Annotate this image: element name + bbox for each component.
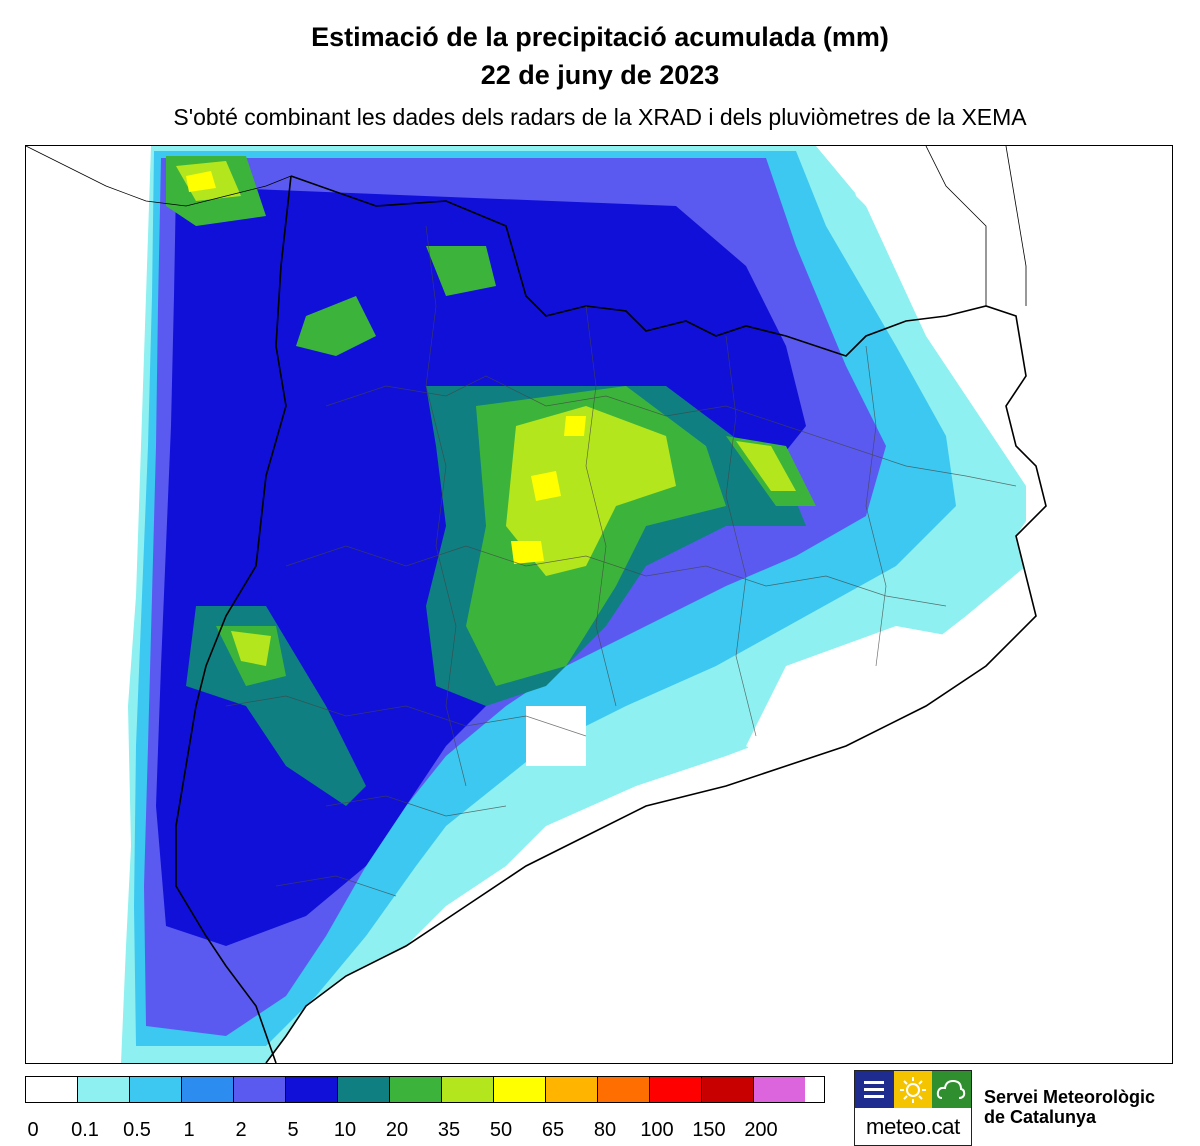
legend-swatch — [78, 1077, 130, 1102]
map-subtitle: S'obté combinant les dades dels radars d… — [173, 104, 1027, 130]
legend-label: 65 — [541, 1119, 565, 1141]
outer-borders — [26, 146, 1027, 306]
legend-swatch — [754, 1077, 805, 1102]
legend-label: 50 — [489, 1119, 513, 1141]
legend-swatch — [650, 1077, 702, 1102]
logo-brand: meteo.cat — [866, 1114, 960, 1139]
legend-swatch — [494, 1077, 546, 1102]
comarca-borders — [225, 225, 1017, 897]
legend-swatch — [338, 1077, 390, 1102]
legend-swatch — [390, 1077, 442, 1102]
legend-swatch — [286, 1077, 338, 1102]
legend-swatch — [26, 1077, 78, 1102]
legend-swatch — [234, 1077, 286, 1102]
precipitation-field — [26, 146, 1171, 1063]
lines-icon — [855, 1071, 894, 1108]
legend-label: 80 — [593, 1119, 617, 1141]
legend-label: 10 — [333, 1119, 357, 1141]
legend-swatch — [546, 1077, 598, 1102]
sea-mask — [266, 476, 1172, 1063]
map-date: 22 de juny de 2023 — [480, 60, 720, 90]
legend-label: 1 — [183, 1119, 195, 1141]
legend-label: 0.1 — [71, 1119, 99, 1141]
sun-icon — [893, 1071, 933, 1108]
color-legend: 0 0.1 0.5 1 2 5 10 20 35 50 65 80 100 150 200 — [25, 1076, 825, 1141]
legend-swatch — [442, 1077, 494, 1102]
legend-swatch — [702, 1077, 754, 1102]
catalonia-border — [175, 175, 1047, 1063]
legend-label: 0 — [27, 1119, 39, 1141]
legend-label: 0.5 — [123, 1119, 151, 1141]
map-title: Estimació de la precipitació acumulada (… — [311, 22, 889, 52]
precipitation-map — [25, 145, 1173, 1064]
legend-label: 200 — [744, 1119, 778, 1141]
legend-label: 5 — [287, 1119, 299, 1141]
organization-name-line1: Servei Meteorològic — [984, 1087, 1156, 1107]
legend-label: 100 — [640, 1119, 674, 1141]
cloud-icon — [932, 1071, 971, 1108]
legend-label: 2 — [235, 1119, 247, 1141]
legend-labels: 0 0.1 0.5 1 2 5 10 20 35 50 65 80 100 150 200 — [25, 1103, 825, 1141]
meteocat-logo: meteo.cat — [854, 1070, 972, 1146]
legend-swatch — [130, 1077, 182, 1102]
legend-label: 20 — [385, 1119, 409, 1141]
legend-swatch — [182, 1077, 234, 1102]
legend-color-bar — [25, 1076, 825, 1103]
organization-name-line2: de Catalunya — [984, 1107, 1097, 1127]
legend-swatch — [598, 1077, 650, 1102]
legend-label: 35 — [437, 1119, 461, 1141]
legend-label: 150 — [692, 1119, 726, 1141]
organization-name: Servei Meteorològic de Catalunya — [984, 1087, 1155, 1127]
